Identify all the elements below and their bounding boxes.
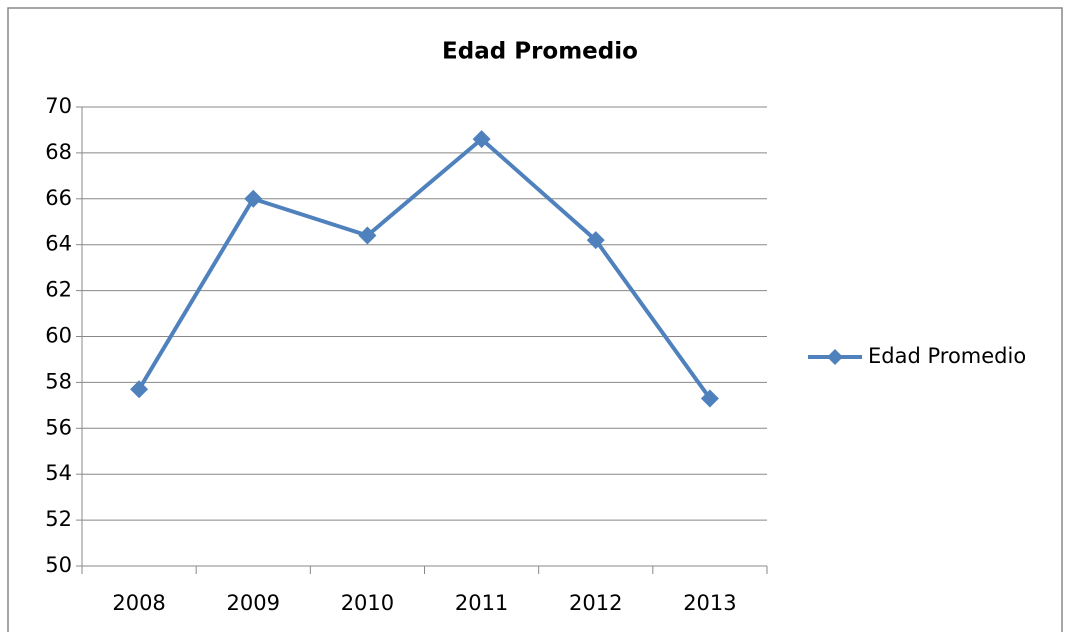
chart-frame [7,7,1063,632]
y-tick-label: 56 [45,415,72,439]
data-point [358,226,377,245]
chart-title: Edad Promedio [442,39,638,65]
data-point [130,380,149,399]
y-tick-label: 50 [45,553,72,577]
y-tick-label: 70 [45,94,72,118]
y-tick-label: 64 [45,232,72,256]
y-tick-label: 68 [45,140,72,164]
y-tick-label: 66 [45,186,72,210]
data-point [472,130,491,149]
x-tick-label: 2012 [569,591,622,615]
y-tick-label: 54 [45,461,72,485]
legend-marker [827,349,843,365]
x-tick-label: 2013 [683,591,736,615]
series-line [137,137,712,400]
y-tick-label: 62 [45,278,72,302]
legend-label: Edad Promedio [868,344,1026,368]
data-point [586,231,605,250]
y-tick-label: 60 [45,324,72,348]
y-tick-label: 58 [45,369,72,393]
x-tick-label: 2008 [112,591,165,615]
x-tick-label: 2011 [455,591,508,615]
x-tick-label: 2009 [227,591,280,615]
data-point [244,189,263,208]
x-tick-label: 2010 [341,591,394,615]
y-tick-label: 52 [45,507,72,531]
data-point [700,389,719,408]
